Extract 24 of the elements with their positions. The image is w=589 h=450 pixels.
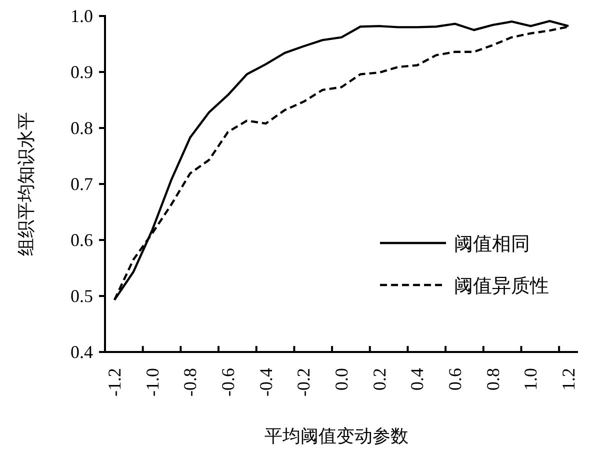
x-tick-label: -0.2 (294, 368, 314, 396)
x-tick-label: 0.0 (332, 368, 352, 390)
y-tick-label: 0.5 (70, 286, 93, 306)
legend-label: 阈值异质性 (454, 276, 549, 297)
x-tick-label: -1.0 (142, 368, 162, 396)
x-axis-title: 平均阈值变动参数 (264, 426, 408, 446)
x-tick-label: -0.4 (256, 368, 276, 396)
legend-label: 阈值相同 (454, 234, 530, 255)
x-tick-label: 0.2 (369, 368, 390, 390)
y-tick-label: 0.4 (70, 342, 93, 362)
x-tick-label: -1.2 (104, 368, 124, 396)
x-tick-label: -0.6 (218, 368, 238, 396)
y-tick-label: 1.0 (70, 6, 93, 26)
x-tick-label: 1.0 (520, 368, 541, 390)
x-tick-label: -0.8 (180, 368, 200, 396)
y-tick-label: 0.6 (70, 230, 93, 250)
x-tick-label: 0.6 (445, 368, 466, 390)
y-tick-label: 0.8 (70, 118, 93, 138)
x-tick-label: 1.2 (558, 368, 579, 390)
y-axis-title: 组织平均知识水平 (16, 112, 36, 256)
x-tick-label: 0.4 (407, 368, 428, 390)
y-tick-label: 0.9 (70, 62, 93, 82)
y-tick-label: 0.7 (70, 174, 93, 194)
x-tick-label: 0.8 (482, 368, 503, 390)
